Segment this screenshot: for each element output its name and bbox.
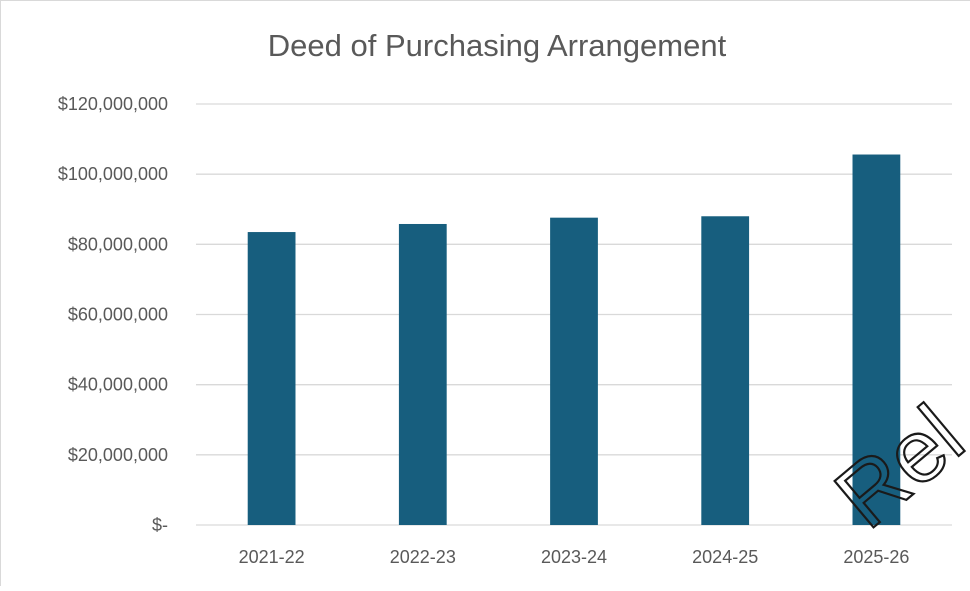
- x-tick-label: 2024-25: [692, 547, 758, 567]
- x-tick-label: 2022-23: [390, 547, 456, 567]
- x-axis-tick-labels: 2021-22 2022-23 2023-24 2024-25 2025-26: [239, 547, 910, 567]
- x-tick-label: 2021-22: [239, 547, 305, 567]
- y-tick-label: $-: [152, 515, 168, 535]
- bar-2023-24: [550, 218, 598, 525]
- y-axis-tick-labels: $- $20,000,000 $40,000,000 $60,000,000 $80,0…: [58, 94, 168, 535]
- y-tick-label: $120,000,000: [58, 94, 168, 114]
- x-tick-label: 2023-24: [541, 547, 607, 567]
- x-tick-label: 2025-26: [843, 547, 909, 567]
- y-tick-label: $60,000,000: [68, 305, 168, 325]
- bars: [248, 155, 901, 525]
- y-tick-label: $40,000,000: [68, 375, 168, 395]
- y-tick-label: $20,000,000: [68, 445, 168, 465]
- bar-2024-25: [701, 216, 749, 525]
- y-tick-label: $100,000,000: [58, 164, 168, 184]
- y-tick-label: $80,000,000: [68, 234, 168, 254]
- chart-title: Deed of Purchasing Arrangement: [0, 28, 970, 64]
- bar-2022-23: [399, 224, 447, 525]
- watermark-text: Rel: [817, 386, 970, 547]
- bar-2021-22: [248, 232, 296, 525]
